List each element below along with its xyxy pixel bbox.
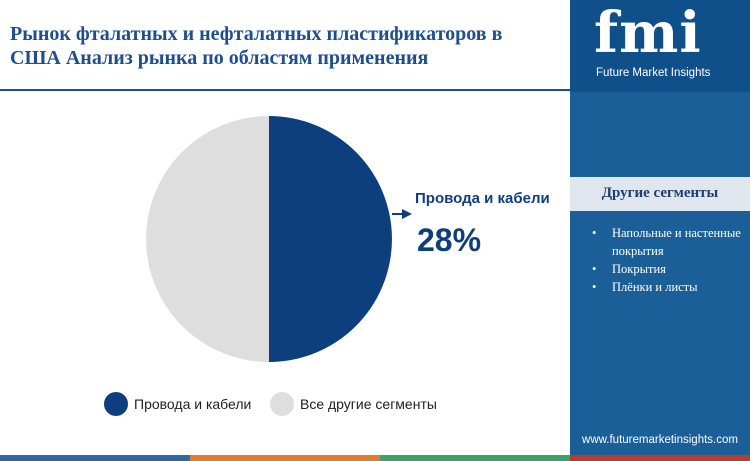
logo-subtitle: Future Market Insights [596,67,711,79]
legend-label-other: Все другие сегменты [300,396,437,412]
bottom-bar-segment [570,455,750,461]
callout-value: 28% [417,222,482,258]
callout-label: Провода и кабели [415,190,550,207]
sidebar-list: Напольные и настенные покрытия Покрытия … [592,224,742,296]
legend-swatch-other [270,392,294,416]
legend-swatch-primary [104,392,128,416]
page-title: Рынок фталатных и нефталатных пластифика… [10,23,503,69]
sidebar-heading: Другие сегменты [601,185,719,201]
sidebar-item: Напольные и настенные покрытия [592,224,742,260]
sidebar-item: Плёнки и листы [592,278,742,296]
bottom-bar-segment [190,455,380,461]
pie-chart [146,116,412,362]
logo-wordmark: fmi [594,0,702,66]
bottom-bar-segment [0,455,190,461]
bottom-color-bar [0,455,750,461]
sidebar: fmi Future Market Insights Другие сегмен… [570,0,750,461]
sidebar-heading-box: Другие сегменты [570,177,750,211]
website-url: www.futuremarketinsights.com [582,434,738,446]
brand-logo: fmi Future Market Insights [570,0,750,92]
pie-slice-primary [269,116,392,362]
bottom-bar-segment [380,455,570,461]
title-divider [0,89,570,91]
pie-slice-other [146,116,269,362]
sidebar-item: Покрытия [592,260,742,278]
legend-label-primary: Провода и кабели [134,396,252,412]
callout-arrow [392,209,412,219]
